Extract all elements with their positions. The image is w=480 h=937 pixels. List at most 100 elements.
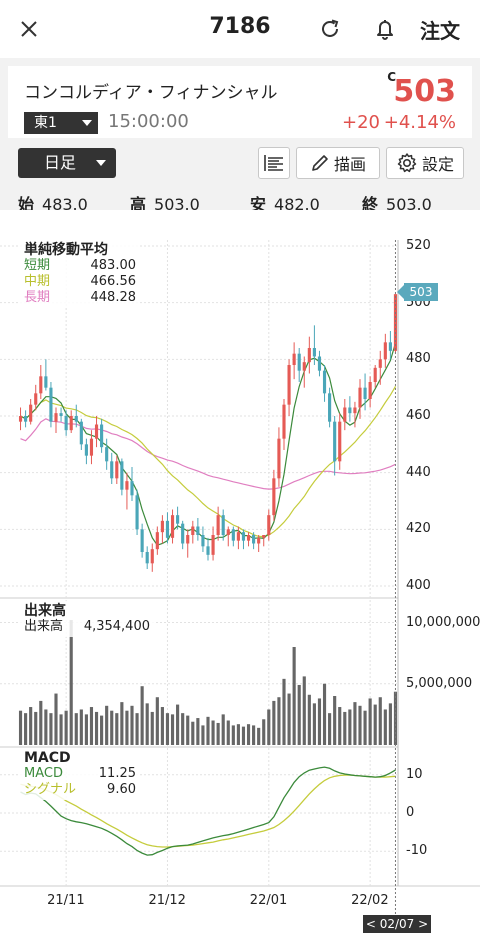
current-price: 503 [393, 74, 456, 109]
period-label: 日足 [44, 153, 77, 172]
candle-body [181, 523, 185, 544]
ohlc-open: 始 483.0 [18, 195, 88, 214]
sma-legend: 単純移動平均 短期 483.00 中期 466.56 長期 448.28 [18, 240, 140, 308]
candle-body [94, 424, 99, 439]
volume-bar [135, 713, 139, 745]
candle-body [150, 549, 154, 564]
candle-body [100, 424, 104, 448]
period-selector[interactable]: 日足 [18, 148, 116, 178]
candle-body [257, 537, 261, 544]
volume-tick-label: 5,000,000 [406, 675, 473, 691]
candle-body [145, 552, 149, 564]
volume-bar [120, 702, 124, 745]
price-change-percent: +4.14% [383, 112, 456, 133]
volume-bar [317, 698, 322, 745]
candle-body [333, 421, 337, 462]
candle-body [84, 444, 88, 456]
candle-body [59, 413, 63, 416]
candle-body [378, 359, 382, 368]
macd-line [20, 766, 396, 856]
volume-bar [272, 700, 276, 745]
candle-body [64, 416, 68, 431]
volume-bar [24, 713, 28, 745]
volume-bar [94, 711, 99, 745]
ohlc-close: 終 503.0 [362, 195, 432, 214]
close-icon[interactable] [14, 14, 44, 44]
candle-body [363, 387, 367, 399]
candle-body [277, 438, 281, 479]
price-change: +20 [342, 112, 380, 133]
stock-name: コンコルディア・フィナンシャル [24, 83, 278, 103]
chart-area[interactable]: 単純移動平均 短期 483.00 中期 466.56 長期 448.28 出来高 出来… [0, 210, 480, 937]
volume-bar [302, 676, 306, 745]
candle-body [292, 353, 296, 365]
sma-short-row: 短期 483.00 [24, 258, 136, 273]
stock-chart[interactable] [0, 210, 480, 937]
sma-mid-line [20, 385, 397, 538]
volume-bar [150, 711, 154, 745]
candle-body [155, 532, 159, 550]
volume-bar [64, 710, 68, 745]
candle-body [297, 353, 301, 371]
chevron-down-icon [82, 120, 92, 126]
candle-body [34, 393, 38, 405]
volume-bar [262, 719, 266, 745]
order-button[interactable]: 注文 [420, 19, 460, 43]
volume-bar [312, 703, 316, 745]
volume-bar [241, 726, 246, 745]
candle-body [241, 532, 246, 541]
ohlc-low: 安 482.0 [250, 195, 320, 214]
volume-bar [59, 714, 63, 745]
candle-body [231, 529, 235, 541]
stock-code-title: 7186 [209, 14, 271, 39]
candle-body [165, 520, 170, 538]
candle-body [393, 294, 398, 351]
candle-body [348, 407, 352, 414]
candle-body [89, 438, 94, 456]
candle-body [252, 535, 256, 544]
volume-row: 出来高 4,354,400 [24, 619, 150, 634]
volume-bar [196, 718, 200, 745]
volume-bar [49, 713, 53, 745]
pencil-icon [312, 155, 328, 171]
volume-bar [231, 725, 235, 745]
bell-icon[interactable] [370, 14, 400, 44]
candle-body [302, 362, 306, 371]
candle-body [160, 520, 164, 533]
volume-bar [216, 722, 220, 745]
market-selector[interactable]: 東1 [24, 112, 98, 134]
candle-body [343, 407, 347, 422]
candle-body [328, 393, 332, 422]
volume-bar [130, 705, 134, 745]
volume-bar [191, 721, 195, 745]
signal-row: シグナル 9.60 [24, 782, 136, 797]
volume-bar [373, 704, 377, 745]
date-cursor-tag[interactable]: < 02/07 > [363, 915, 431, 933]
volume-bar [34, 711, 38, 745]
volume-bar [105, 705, 109, 745]
candle-body [170, 515, 175, 538]
candle-body [120, 461, 124, 490]
price-tick-label: 440 [406, 464, 431, 480]
volume-bar [181, 713, 185, 745]
sma-mid-row: 中期 466.56 [24, 274, 136, 289]
app-header: 7186 注文 [0, 0, 480, 58]
volume-tick-label: 10,000,000 [406, 614, 480, 630]
settings-label: 設定 [421, 155, 454, 174]
refresh-icon[interactable] [315, 14, 345, 44]
volume-legend-title: 出来高 [24, 603, 66, 619]
settings-button[interactable]: 設定 [386, 147, 464, 179]
candle-body [191, 526, 195, 535]
volume-bar [333, 696, 337, 745]
candle-body [135, 495, 139, 530]
price-tick-label: 520 [406, 238, 431, 253]
draw-button[interactable]: 描画 [296, 147, 380, 179]
candle-body [130, 481, 134, 496]
volume-bar [18, 710, 23, 745]
candle-body [383, 342, 387, 360]
volume-bar [297, 684, 301, 745]
volume-bar [125, 710, 129, 745]
macd-tick-label: 0 [406, 805, 415, 820]
indicator-list-button[interactable] [258, 147, 290, 179]
gear-icon [397, 153, 417, 173]
